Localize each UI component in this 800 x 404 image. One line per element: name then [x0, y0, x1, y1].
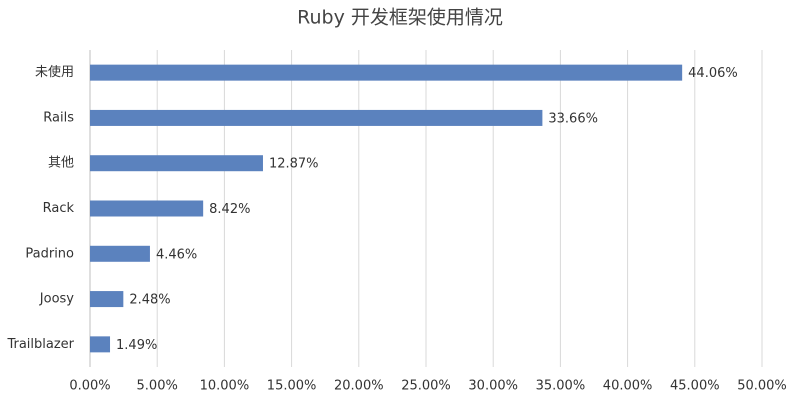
data-label: 4.46%	[156, 247, 197, 262]
chart-title: Ruby 开发框架使用情况	[297, 7, 503, 29]
bar	[90, 155, 263, 172]
x-tick-label: 35.00%	[536, 379, 586, 394]
x-tick-label: 0.00%	[69, 379, 110, 394]
x-tick-label: 5.00%	[137, 379, 178, 394]
y-tick-label: 其他	[48, 156, 74, 171]
bar	[90, 200, 204, 217]
data-label: 8.42%	[209, 202, 250, 217]
x-tick-label: 40.00%	[603, 379, 653, 394]
data-label: 12.87%	[269, 157, 319, 172]
x-tick-label: 50.00%	[737, 379, 787, 394]
y-tick-label: Joosy	[39, 292, 75, 307]
x-tick-label: 25.00%	[401, 379, 451, 394]
y-tick-label: 未使用	[35, 64, 74, 80]
y-tick-label: Trailblazer	[6, 337, 74, 352]
y-tick-label: Padrino	[25, 246, 74, 261]
x-tick-label: 30.00%	[468, 379, 518, 394]
x-tick-label: 45.00%	[670, 379, 720, 394]
data-label: 1.49%	[116, 338, 157, 353]
x-tick-label: 20.00%	[334, 379, 384, 394]
data-label: 33.66%	[548, 111, 598, 126]
bar	[90, 336, 111, 353]
bar	[90, 245, 150, 262]
data-label: 44.06%	[688, 66, 738, 81]
bar	[90, 64, 683, 81]
data-label: 2.48%	[129, 293, 170, 308]
bar	[90, 109, 543, 126]
bar	[90, 291, 124, 308]
y-tick-label: Rails	[43, 110, 74, 125]
x-tick-label: 15.00%	[267, 379, 317, 394]
x-tick-label: 10.00%	[200, 379, 250, 394]
y-tick-label: Rack	[43, 201, 75, 216]
